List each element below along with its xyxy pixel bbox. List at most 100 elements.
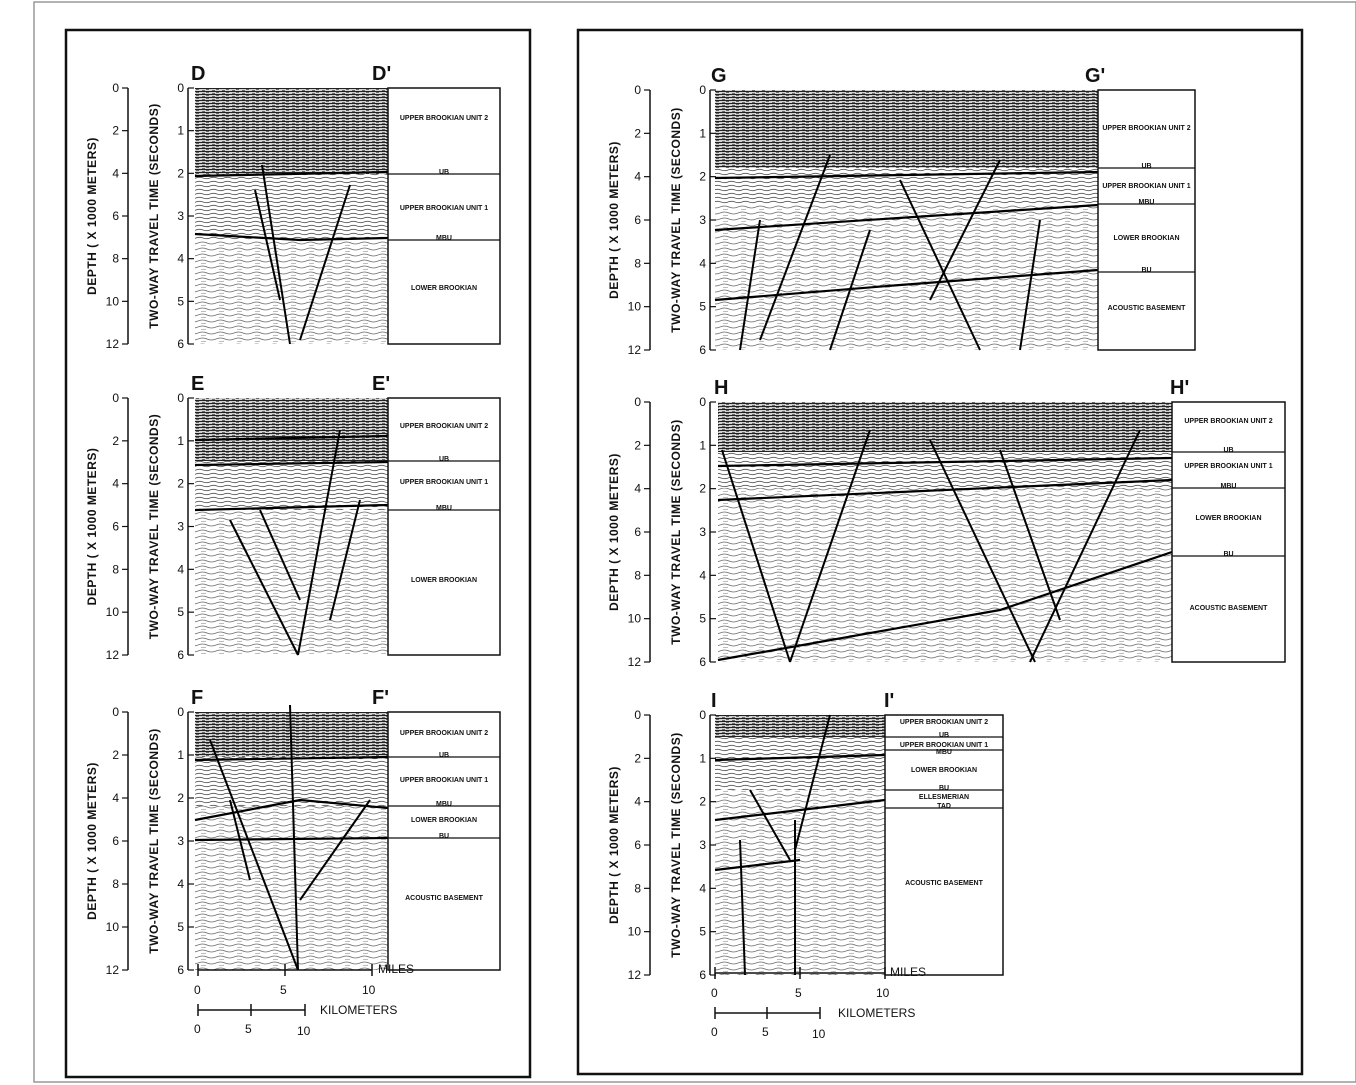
depth-tick-label: 10 [628,925,642,939]
time-tick-label: 3 [699,838,706,852]
scale-miles-tick-10: 10 [362,983,376,997]
time-axis-label: TWO-WAY TRAVEL TIME (SECONDS) [147,414,161,639]
fault-line [209,739,299,971]
unit-column [387,397,501,656]
time-tick-label: 5 [699,925,706,939]
depth-tick-label: 4 [112,166,119,180]
time-tick-label: 5 [699,300,706,314]
unit-label: BU [1223,551,1233,558]
depth-tick-label: 10 [106,605,120,619]
panel-h: UPPER BROOKIAN UNIT 2 UB UPPER BROOKIAN UN… [607,377,1286,669]
unit-label: LOWER BROOKIAN [1113,235,1179,242]
time-tick-label: 3 [177,834,184,848]
time-tick-label: 3 [177,520,184,534]
scale-km-tick-5-right: 5 [762,1025,769,1039]
seismic-band [195,240,388,344]
scale-miles-tick-10-right: 10 [876,986,890,1000]
fault-line [229,519,299,656]
depth-tick-label: 8 [634,881,641,895]
time-tick-label: 0 [177,81,184,95]
scale-miles-tick-5: 5 [280,983,287,997]
section-label-end: D' [372,63,391,85]
depth-tick-label: 8 [112,562,119,576]
scale-km-tick-10: 10 [297,1024,311,1038]
section-label-start: H [714,377,728,399]
depth-tick-label: 10 [628,612,642,626]
time-tick-label: 2 [699,795,706,809]
unit-label: UPPER BROOKIAN UNIT 2 [400,423,488,430]
time-tick-label: 3 [699,213,706,227]
time-tick-label: 6 [177,337,184,351]
unit-label: UB [439,752,449,759]
unit-label: MBU [436,235,452,242]
depth-tick-label: 4 [634,795,641,809]
depth-axis-label: DEPTH ( X 1000 METERS) [85,448,99,606]
unit-label: UB [1141,163,1151,170]
unit-label: BU [1141,267,1151,274]
fault-line [929,159,1001,301]
time-tick-label: 6 [699,968,706,982]
scale-miles-label-right: MILES [890,965,926,979]
time-tick-label: 4 [699,256,706,270]
time-tick-label: 4 [177,877,184,891]
horizon-line [714,753,886,762]
time-tick-label: 5 [177,294,184,308]
unit-label: UB [439,456,449,463]
depth-tick-label: 12 [628,655,642,669]
scale-km-tick-0-right: 0 [711,1025,718,1039]
time-tick-label: 1 [177,434,184,448]
unit-label: UPPER BROOKIAN UNIT 1 [400,479,488,486]
fault-line [229,799,251,881]
fault-line [999,449,1061,621]
time-tick-label: 1 [699,438,706,452]
fault-line [297,429,341,656]
depth-tick-label: 0 [112,81,119,95]
depth-axis-label: DEPTH ( X 1000 METERS) [607,141,621,299]
time-tick-label: 6 [699,655,706,669]
panel-i: UPPER BROOKIAN UNIT 2 UB UPPER BROOKIAN UN… [607,690,1004,982]
horizon-line [194,836,389,842]
fault-line [721,449,791,663]
unit-label: MBU [1221,483,1237,490]
fault-line [1019,219,1041,351]
depth-tick-label: 6 [634,525,641,539]
fault-line [749,789,791,861]
time-tick-label: 0 [699,708,706,722]
unit-label: UPPER BROOKIAN UNIT 2 [400,730,488,737]
scale-km-label: KILOMETERS [320,1003,397,1017]
seismic-band [195,461,388,510]
fault-line [289,704,299,971]
depth-tick-label: 6 [634,213,641,227]
time-tick-label: 2 [177,166,184,180]
time-tick-label: 3 [699,525,706,539]
time-tick-label: 4 [699,881,706,895]
section-label-end: E' [372,373,390,395]
seismic-band [715,737,885,790]
scale-miles-tick-5-right: 5 [795,986,802,1000]
depth-tick-label: 2 [634,126,641,140]
panel-f: UPPER BROOKIAN UNIT 2 UB UPPER BROOKIAN UN… [85,687,501,977]
depth-tick-label: 6 [112,834,119,848]
unit-label: UB [1223,447,1233,454]
time-tick-label: 1 [177,124,184,138]
unit-column [387,87,501,345]
depth-tick-label: 2 [634,751,641,765]
fault-line [739,219,761,351]
time-axis-label: TWO-WAY TRAVEL TIME (SECONDS) [147,728,161,953]
fault-line [254,189,281,301]
unit-column [1171,401,1286,663]
horizon-line [714,798,886,822]
seismic-band [715,204,1098,350]
fault-line [1029,429,1141,663]
unit-column [884,714,1004,976]
time-tick-label: 4 [699,568,706,582]
unit-label: LOWER BROOKIAN [411,577,477,584]
seismic-band [195,806,388,970]
unit-label: UPPER BROOKIAN UNIT 2 [400,115,488,122]
scale-km-label-right: KILOMETERS [838,1006,915,1020]
scale-bar-left: 0 5 10 MILES 0 5 10 KILOMETERS [194,962,414,1038]
depth-tick-label: 8 [634,256,641,270]
section-label-end: G' [1085,65,1105,87]
depth-tick-label: 4 [634,170,641,184]
